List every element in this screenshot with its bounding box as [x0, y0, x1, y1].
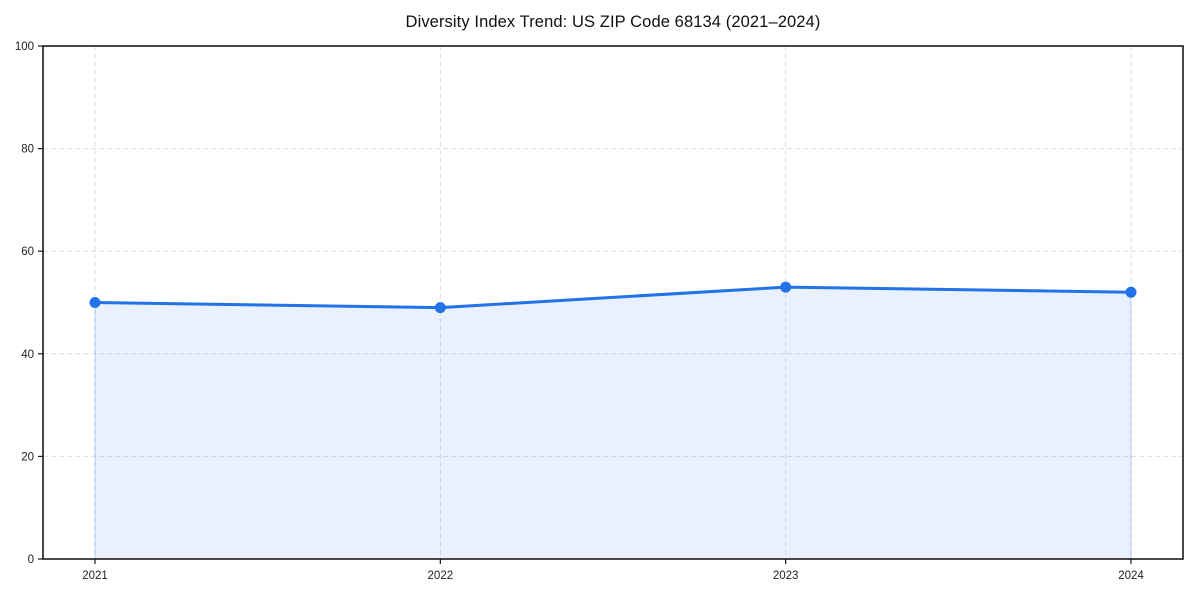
data-point-2021	[89, 297, 101, 308]
y-tick-label: 0	[28, 554, 34, 566]
y-tick-label: 80	[21, 144, 34, 156]
x-tick-label: 2022	[428, 570, 454, 582]
data-point-2024	[1125, 286, 1137, 298]
y-tick-label: 60	[21, 246, 34, 258]
x-tick-label: 2021	[82, 570, 108, 582]
y-tick-label: 100	[15, 41, 34, 53]
x-tick-label: 2024	[1118, 570, 1144, 582]
y-tick-label: 20	[21, 451, 34, 463]
x-tick-label: 2023	[773, 570, 799, 582]
data-point-2022	[434, 302, 446, 314]
trend-line	[93, 285, 1133, 310]
area-fill	[94, 286, 1132, 560]
y-tick-label: 40	[21, 349, 34, 361]
axis-border	[42, 45, 1184, 560]
chart-title: Diversity Index Trend: US ZIP Code 68134…	[405, 13, 821, 31]
data-point-2023	[780, 281, 792, 293]
